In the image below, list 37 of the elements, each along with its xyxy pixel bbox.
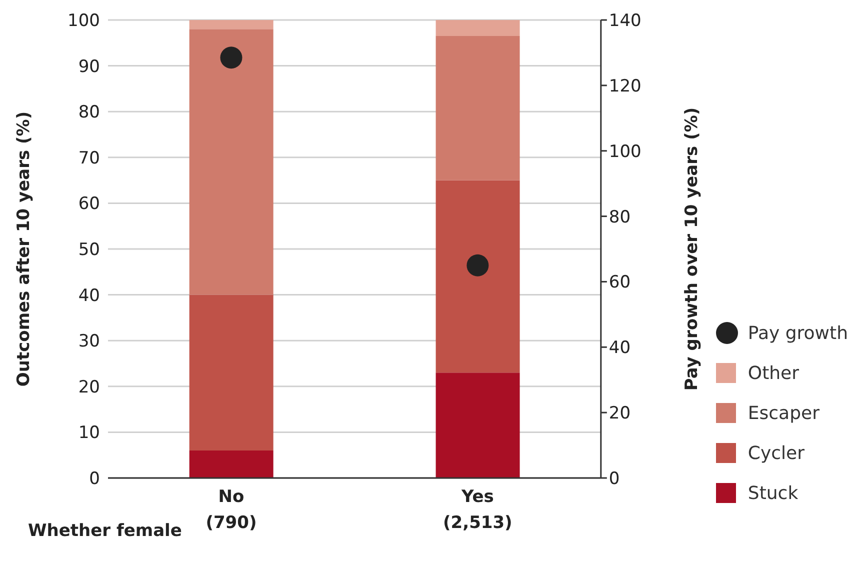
y2-tick-label: 80 [608,207,631,228]
y-tick-label: 40 [78,286,100,306]
bar [436,372,520,478]
legend-label: Stuck [748,482,798,504]
y-tick-label: 50 [78,240,100,260]
y2-tick-label: 20 [608,404,631,424]
y-tick-label: 20 [78,377,100,398]
y-tick-label: 100 [68,11,100,32]
y2-tick-label: 140 [608,11,642,32]
y-tick-label: 10 [78,423,100,444]
y2-tick-label: 100 [608,142,642,162]
y2-tick-label: 60 [608,272,631,293]
y2-tick-label: 40 [608,338,631,358]
y-tick-label: 70 [78,148,100,168]
y-tick-label: 60 [78,194,100,214]
legend-label: Other [748,362,800,384]
y-axis-title: Outcomes after 10 years (%) [14,111,34,387]
bar [189,20,274,30]
y-tick-label: 30 [78,332,100,352]
x-tick-label: Yes (2,513) [443,487,512,533]
y-tick-label: 90 [78,56,100,77]
bar [436,20,520,36]
y2-tick-label: 0 [608,469,620,490]
y-tick-label: 0 [89,469,100,490]
legend-label: Cycler [748,442,804,464]
x-axis-title: Whether female [28,521,182,541]
bar [436,36,520,180]
y2-axis-title: Pay growth over 10 years (%) [682,107,702,391]
y-tick-label: 80 [78,102,100,123]
x-tick-label: No (790) [206,487,257,533]
bar [189,29,274,295]
legend-label: Pay growth [748,322,848,344]
bar [189,450,274,478]
y2-tick-label: 120 [608,76,642,96]
bar [189,294,274,451]
legend-label: Escaper [748,402,820,424]
bar [436,180,520,373]
